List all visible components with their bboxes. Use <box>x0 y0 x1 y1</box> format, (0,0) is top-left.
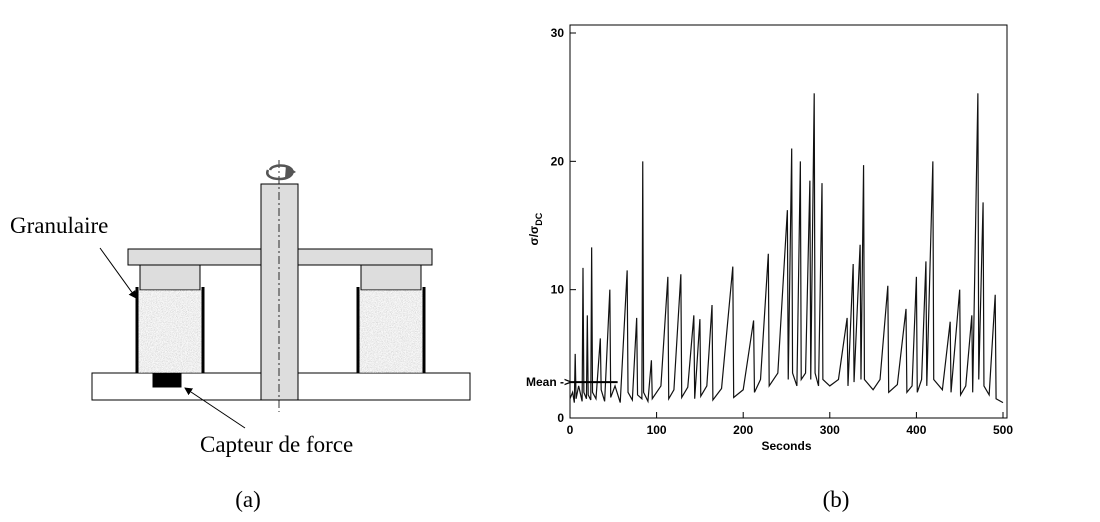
y-tick-label: 10 <box>551 283 565 297</box>
plot-frame <box>569 24 1008 419</box>
x-tick-label: 400 <box>906 423 926 437</box>
pointer <box>99 247 137 299</box>
granular <box>138 290 202 373</box>
y-tick-label: 0 <box>557 411 564 425</box>
rotation-arrowhead <box>285 165 296 178</box>
data-line <box>569 93 1004 404</box>
pointer <box>184 387 246 429</box>
shaft <box>260 183 299 401</box>
mean-label: Mean -> <box>526 375 571 389</box>
y-tick-label: 20 <box>551 154 565 168</box>
y-axis-label-main: σ/σ <box>527 226 541 246</box>
label: Capteur de force <box>200 432 353 457</box>
piston <box>360 264 422 291</box>
label: Granulaire <box>10 213 108 238</box>
y-tick-label: 30 <box>551 26 565 40</box>
x-tick-label: 200 <box>733 423 753 437</box>
x-tick-label: 300 <box>820 423 840 437</box>
cup-wall <box>135 287 426 373</box>
x-tick-label: 100 <box>647 423 667 437</box>
y-axis-label: σ/σDC <box>527 212 544 245</box>
x-tick-label: 500 <box>993 423 1013 437</box>
x-tick-label: 0 <box>567 423 574 437</box>
y-axis-label-sub: DC <box>534 212 544 225</box>
diagram <box>91 160 471 429</box>
x-axis-label: Seconds <box>761 439 811 453</box>
piston <box>139 264 201 291</box>
granular <box>359 290 423 373</box>
caption: (b) <box>823 487 850 512</box>
caption: (a) <box>235 487 261 512</box>
sensor <box>152 373 182 388</box>
